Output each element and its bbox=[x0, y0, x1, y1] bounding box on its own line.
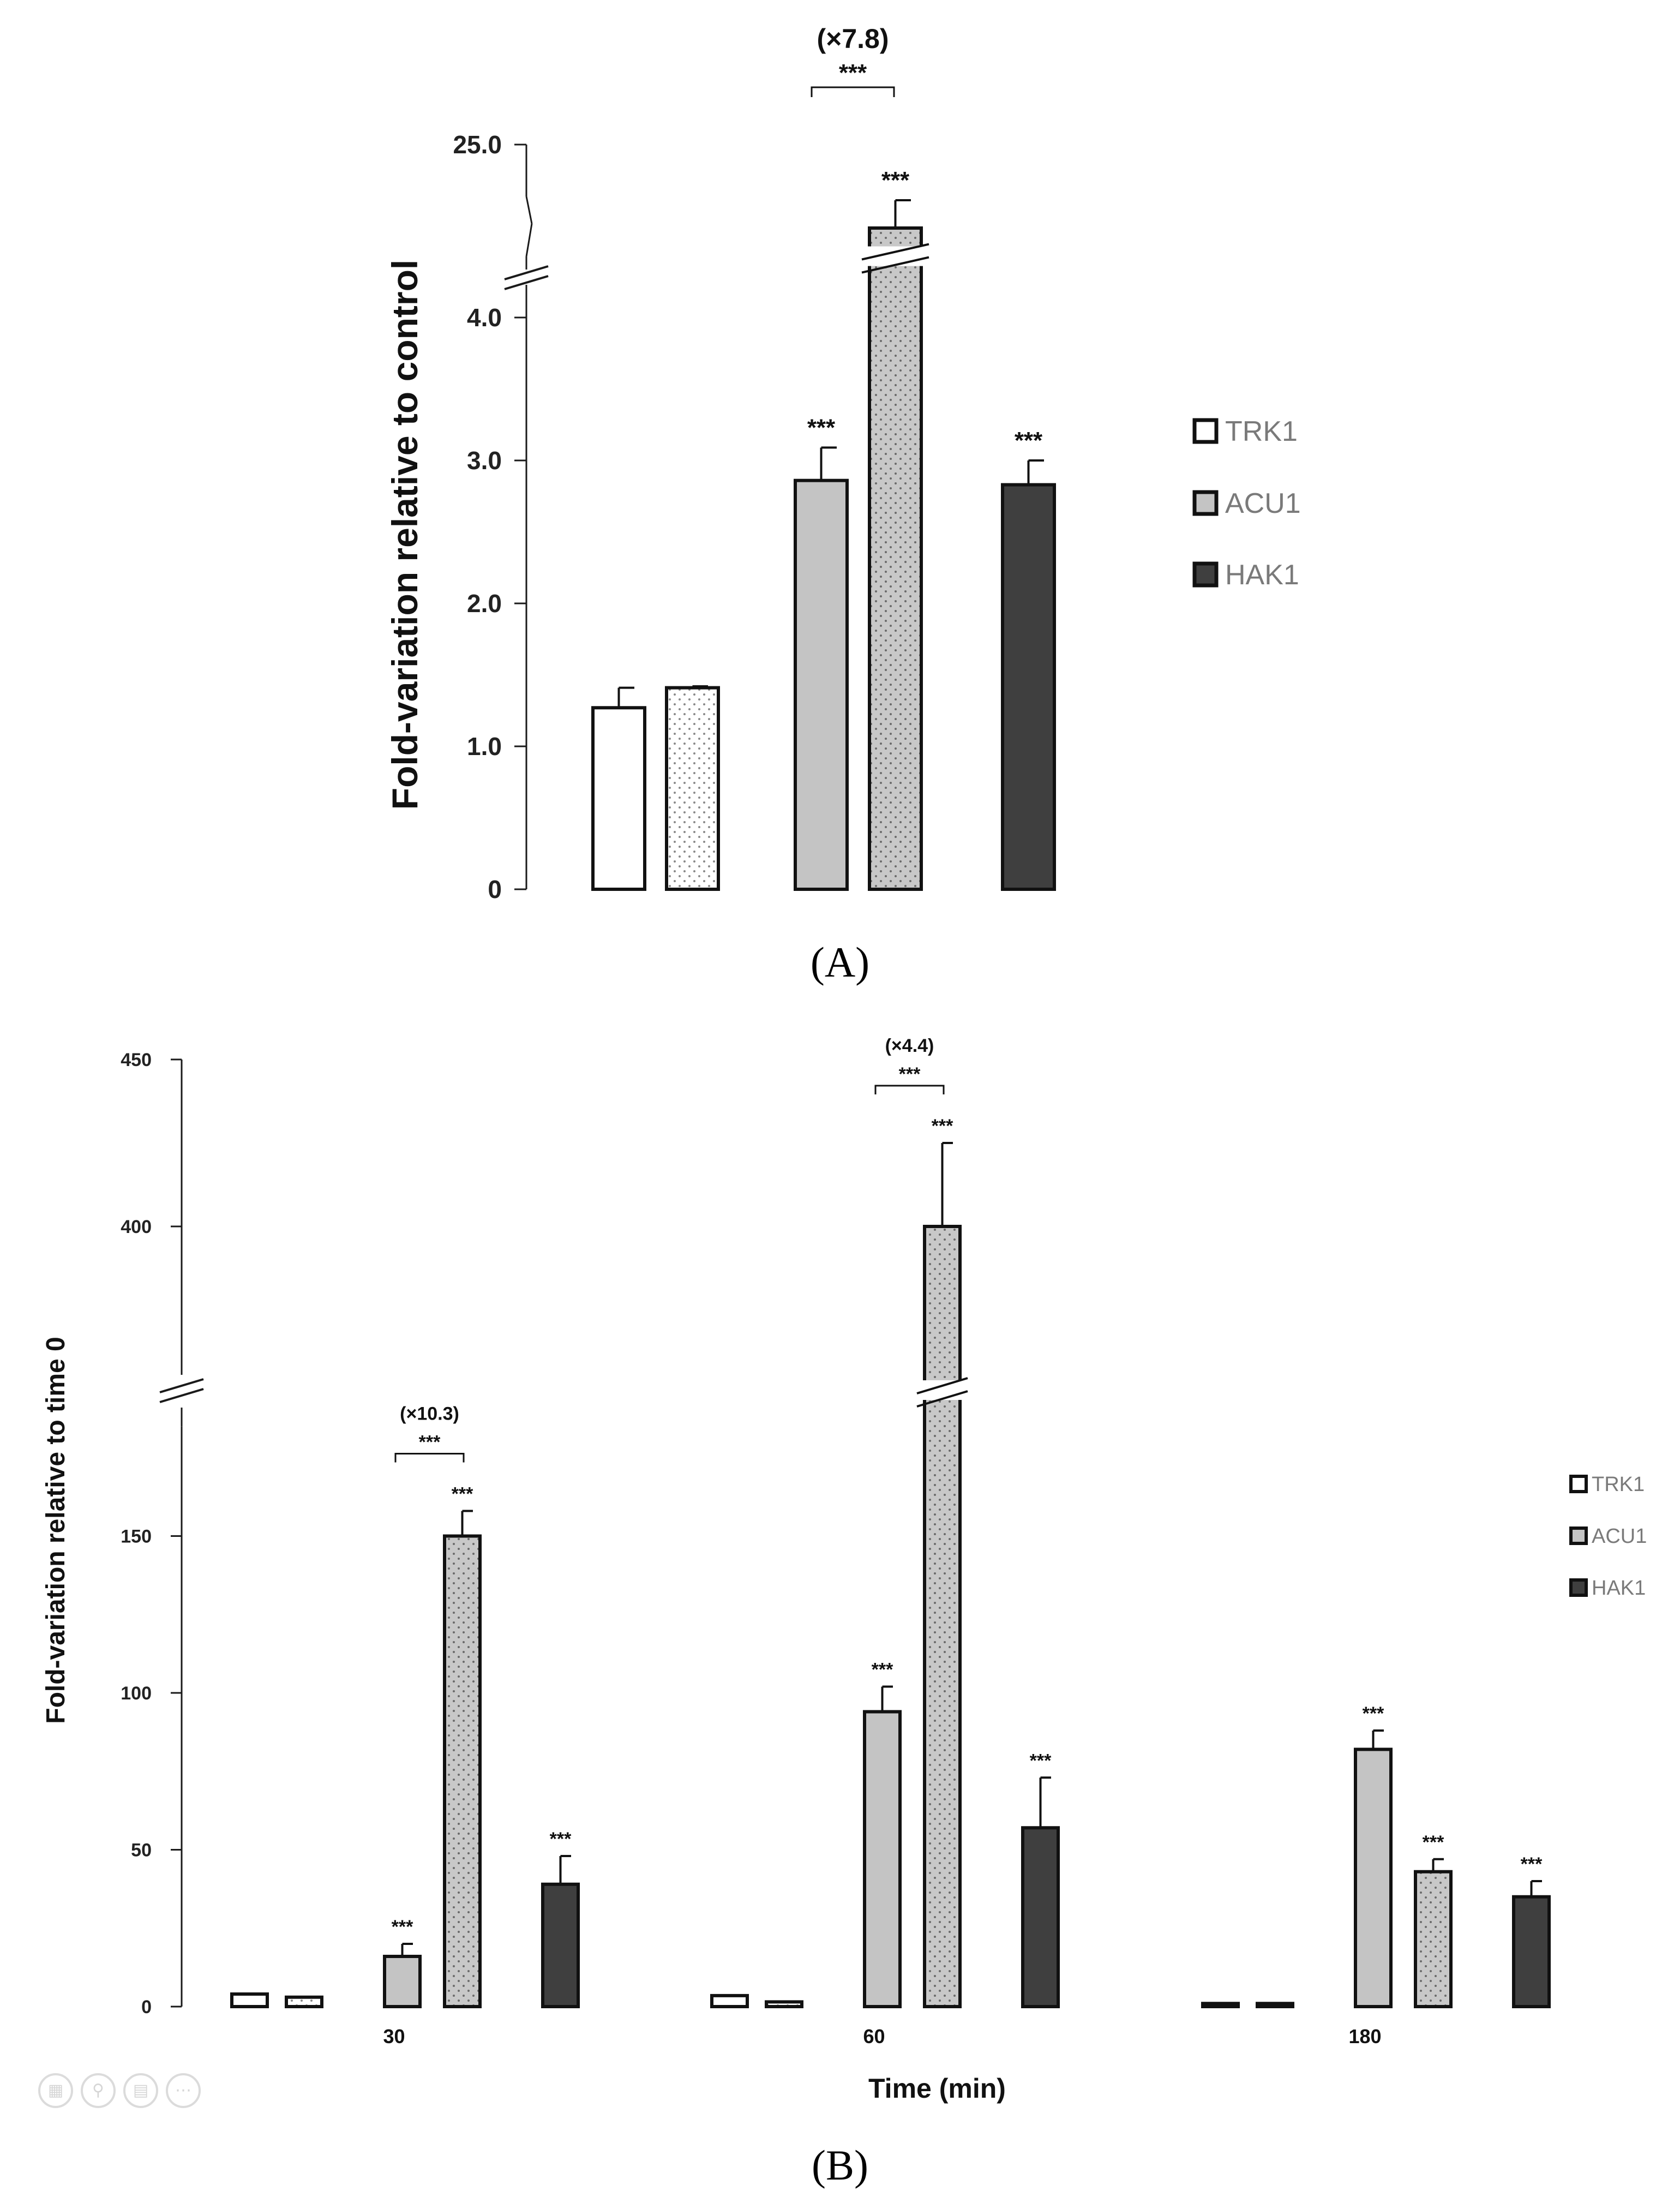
viewer-toolbar: ▦ ⚲ ▤ ⋯ bbox=[38, 2073, 201, 2108]
y-tick-label: 2.0 bbox=[467, 589, 502, 618]
bar bbox=[863, 1710, 902, 2008]
significance-label: *** bbox=[1521, 1854, 1543, 1875]
panel-a-chart: 0 1.0 2.0 3.0 4.0 25.0 Fold-variation relative… bbox=[385, 23, 1301, 903]
bar bbox=[1414, 1870, 1453, 2008]
y-tick-label: 4.0 bbox=[467, 303, 502, 332]
x-tick-label: 60 bbox=[863, 2025, 885, 2048]
comparison-bracket bbox=[394, 1453, 465, 1463]
significance-label: *** bbox=[392, 1917, 413, 1937]
legend-label: TRK1 bbox=[1225, 416, 1298, 447]
legend-label: ACU1 bbox=[1592, 1525, 1647, 1548]
significance-label: *** bbox=[881, 167, 910, 194]
bar bbox=[923, 1225, 962, 2008]
bar bbox=[443, 1534, 482, 2008]
y-axis-break-segment bbox=[525, 196, 533, 224]
bar-break-line bbox=[861, 243, 929, 261]
legend-swatch bbox=[1569, 1526, 1588, 1545]
bar bbox=[765, 2000, 803, 2008]
bar bbox=[665, 686, 720, 891]
x-tick-label: 180 bbox=[1348, 2025, 1381, 2048]
zoom-icon[interactable]: ⚲ bbox=[81, 2073, 116, 2108]
y-axis-title: Fold-variation relative to control bbox=[385, 260, 425, 810]
bar bbox=[794, 478, 849, 891]
y-tick-label: 100 bbox=[121, 1683, 152, 1704]
bar bbox=[710, 1994, 749, 2008]
panel-a-label: (A) bbox=[811, 938, 869, 986]
y-tick-label: 3.0 bbox=[467, 446, 502, 475]
significance-label: *** bbox=[872, 1660, 893, 1680]
comparison-significance: *** bbox=[419, 1432, 441, 1453]
y-axis-break-line bbox=[159, 1388, 204, 1403]
legend-swatch bbox=[1569, 1475, 1588, 1493]
legend-swatch bbox=[1569, 1578, 1588, 1597]
legend-swatch bbox=[1192, 418, 1219, 444]
legend-swatch bbox=[1192, 490, 1219, 516]
y-axis-break-line bbox=[504, 265, 549, 280]
significance-label: *** bbox=[1363, 1703, 1384, 1724]
bar-break-line bbox=[861, 256, 929, 274]
comparison-fold-label: (×4.4) bbox=[885, 1035, 934, 1056]
bar bbox=[285, 1995, 323, 2008]
y-axis-break-line bbox=[504, 275, 549, 290]
comparison-fold-label: (×10.3) bbox=[400, 1404, 459, 1424]
bar-break-line bbox=[916, 1377, 968, 1394]
panel-b-label: (B) bbox=[812, 2141, 868, 2189]
legend-label: ACU1 bbox=[1225, 488, 1301, 519]
bar bbox=[383, 1955, 422, 2008]
bar bbox=[1256, 2002, 1294, 2008]
more-icon[interactable]: ⋯ bbox=[166, 2073, 201, 2108]
significance-label: *** bbox=[807, 414, 836, 441]
comparison-bracket bbox=[874, 1085, 945, 1094]
y-tick-label: 0 bbox=[141, 1997, 152, 2018]
comparison-significance: *** bbox=[899, 1064, 921, 1085]
y-axis-title: Fold-variation relative to time 0 bbox=[41, 1337, 70, 1724]
y-tick-label: 150 bbox=[121, 1526, 152, 1547]
significance-label: *** bbox=[1423, 1832, 1444, 1853]
bar bbox=[591, 706, 646, 891]
gallery-icon[interactable]: ▦ bbox=[38, 2073, 73, 2108]
y-tick-label: 50 bbox=[131, 1840, 152, 1861]
legend-label: TRK1 bbox=[1592, 1473, 1645, 1496]
significance-label: *** bbox=[452, 1484, 473, 1505]
bar bbox=[868, 226, 923, 891]
y-tick-label: 0 bbox=[488, 875, 502, 903]
bar bbox=[1021, 1826, 1060, 2008]
significance-label: *** bbox=[1015, 427, 1043, 454]
bar-break-line bbox=[916, 1390, 968, 1408]
legend-label: HAK1 bbox=[1225, 559, 1299, 591]
comparison-fold-label: (×7.8) bbox=[817, 23, 889, 54]
panel-b-chart: 0 50 100 150 400 450 Fold-variation relative t… bbox=[41, 1035, 1647, 2104]
comparison-significance: *** bbox=[839, 59, 867, 86]
x-tick-label: 30 bbox=[383, 2025, 405, 2048]
y-axis-break-segment bbox=[525, 223, 533, 257]
y-axis-break-line bbox=[159, 1378, 204, 1393]
caption-icon[interactable]: ▤ bbox=[123, 2073, 158, 2108]
y-tick-label: 450 bbox=[121, 1050, 152, 1070]
significance-label: *** bbox=[1030, 1750, 1052, 1771]
bar bbox=[1001, 483, 1056, 891]
bar bbox=[230, 1992, 269, 2008]
x-axis-title: Time (min) bbox=[868, 2073, 1006, 2104]
significance-label: *** bbox=[550, 1829, 572, 1849]
bar bbox=[1512, 1895, 1551, 2008]
comparison-bracket bbox=[811, 86, 895, 97]
y-tick-label: 1.0 bbox=[467, 732, 502, 761]
bar bbox=[1354, 1747, 1393, 2008]
bar bbox=[541, 1882, 580, 2008]
legend-swatch bbox=[1192, 561, 1219, 588]
bar bbox=[1201, 2002, 1240, 2008]
legend-label: HAK1 bbox=[1592, 1577, 1646, 1600]
y-tick-label: 400 bbox=[121, 1217, 152, 1237]
significance-label: *** bbox=[932, 1116, 953, 1136]
y-tick-label: 25.0 bbox=[453, 130, 502, 159]
